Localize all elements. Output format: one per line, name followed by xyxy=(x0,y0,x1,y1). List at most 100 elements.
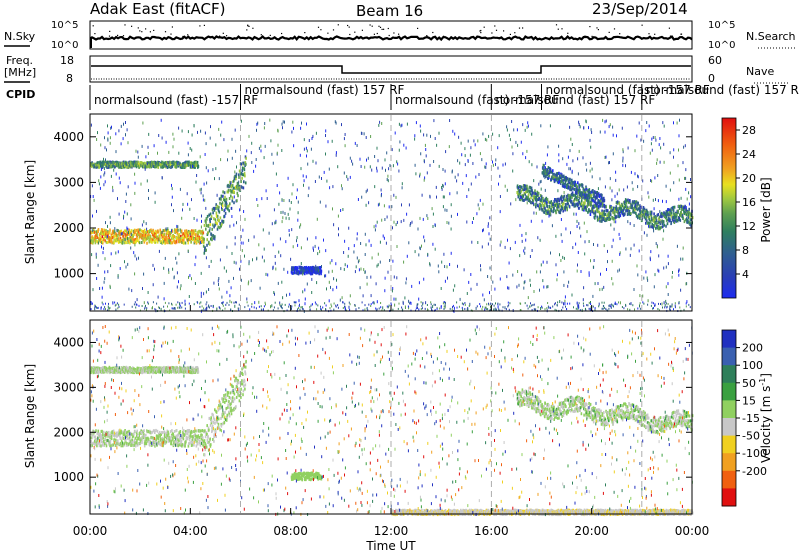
power-noise-cell xyxy=(504,306,506,310)
power-noise-cell xyxy=(634,205,636,209)
power-cell xyxy=(235,174,237,178)
power-cell xyxy=(520,189,523,193)
power-near-cell xyxy=(279,303,281,306)
power-noise-cell xyxy=(589,308,591,311)
power-noise-cell xyxy=(396,276,398,280)
power-noise-cell xyxy=(539,238,541,242)
velocity-cell xyxy=(129,431,132,435)
power-noise-cell xyxy=(281,305,282,309)
power-noise-cell xyxy=(678,273,680,277)
power-noise-cell xyxy=(239,170,241,174)
power-noise-cell xyxy=(647,191,649,195)
power-cell xyxy=(228,209,230,213)
power-near-cell xyxy=(274,301,276,304)
power-cell xyxy=(188,231,191,235)
power-near-cell xyxy=(102,303,104,306)
power-noise-cell xyxy=(456,191,458,195)
power-noise-cell xyxy=(578,197,580,200)
power-noise-cell xyxy=(93,198,95,202)
power-noise-cell xyxy=(130,217,132,221)
power-near-cell xyxy=(452,306,453,309)
power-noise-cell xyxy=(667,262,669,266)
noise-search-point xyxy=(219,35,221,37)
power-noise-cell xyxy=(546,285,548,289)
power-near-cell xyxy=(464,302,466,304)
noise-search-point xyxy=(371,25,373,27)
power-cell xyxy=(157,165,160,169)
power-cell xyxy=(232,180,234,184)
power-noise-cell xyxy=(189,274,191,278)
power-cell xyxy=(657,213,660,216)
power-near-cell xyxy=(235,301,236,304)
power-cell xyxy=(629,199,631,203)
power-noise-cell xyxy=(376,166,378,170)
power-cell xyxy=(236,191,239,195)
power-near-cell xyxy=(524,302,526,305)
power-near-cell xyxy=(592,305,594,308)
velocity-cell xyxy=(132,434,135,438)
power-noise-cell xyxy=(369,165,371,169)
power-cell xyxy=(146,165,148,169)
power-cell xyxy=(214,235,216,239)
power-noise-cell xyxy=(464,154,466,158)
power-cell xyxy=(109,162,112,166)
power-noise-cell xyxy=(340,267,342,271)
power-noise-cell xyxy=(382,234,384,238)
power-cell xyxy=(547,166,550,170)
power-noise-cell xyxy=(509,247,511,251)
power-noise-cell xyxy=(560,259,562,262)
noise-search-point xyxy=(479,30,481,32)
power-near-cell xyxy=(375,307,377,310)
power-near-cell xyxy=(658,309,660,312)
power-noise-cell xyxy=(143,301,145,305)
power-near-cell xyxy=(337,306,339,309)
power-noise-cell xyxy=(356,232,358,236)
power-cell xyxy=(163,232,166,236)
power-near-cell xyxy=(650,304,652,307)
power-noise-cell xyxy=(312,134,314,138)
power-noise-cell xyxy=(617,269,619,273)
power-cell xyxy=(651,222,653,226)
power-noise-cell xyxy=(357,260,359,264)
power-cell xyxy=(603,196,605,200)
power-noise-cell xyxy=(363,268,365,272)
power-noise-cell xyxy=(214,237,216,241)
power-cell xyxy=(132,234,134,238)
power-cell xyxy=(624,198,627,202)
noise-search-point xyxy=(379,26,382,28)
power-cell xyxy=(231,189,233,193)
power-cell xyxy=(227,183,229,187)
power-noise-cell xyxy=(291,130,293,134)
power-noise-cell xyxy=(653,229,655,233)
power-near-cell xyxy=(554,302,556,305)
power-noise-cell xyxy=(256,198,258,201)
power-cell xyxy=(649,221,651,225)
power-near-cell xyxy=(434,309,436,312)
power-noise-cell xyxy=(568,280,570,284)
power-near-cell xyxy=(490,302,492,305)
power-cell xyxy=(519,188,521,192)
noise-search-point xyxy=(668,27,670,29)
power-noise-cell xyxy=(282,216,284,220)
velocity-cell xyxy=(119,441,122,445)
velocity-cell xyxy=(105,441,107,445)
power-noise-cell xyxy=(300,126,302,130)
power-noise-cell xyxy=(364,253,366,256)
power-cell xyxy=(594,216,596,220)
power-noise-cell xyxy=(203,182,205,186)
power-noise-cell xyxy=(278,250,280,254)
power-noise-cell xyxy=(110,174,112,178)
power-noise-cell xyxy=(175,256,177,260)
power-cell xyxy=(642,206,645,209)
noise-search-point xyxy=(108,35,111,37)
power-near-cell xyxy=(179,306,181,309)
power-cell xyxy=(684,206,686,210)
power-noise-cell xyxy=(444,304,446,308)
power-cell xyxy=(612,217,615,221)
power-noise-cell xyxy=(604,185,606,189)
power-near-cell xyxy=(203,309,205,312)
power-cell xyxy=(572,193,574,197)
power-near-cell xyxy=(487,308,489,311)
power-noise-cell xyxy=(287,212,289,216)
power-noise-cell xyxy=(423,160,425,164)
